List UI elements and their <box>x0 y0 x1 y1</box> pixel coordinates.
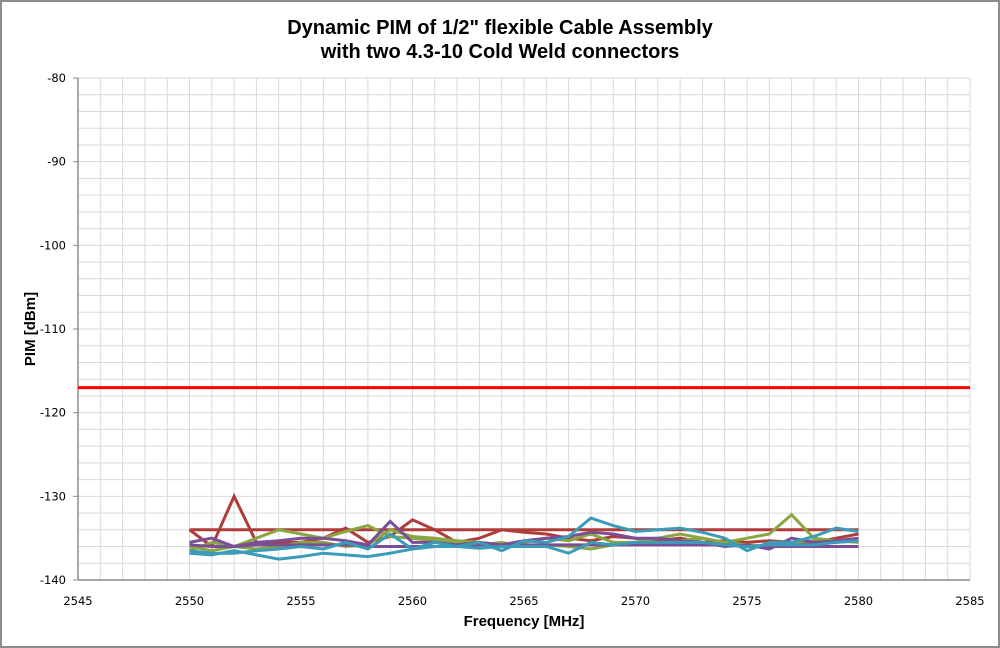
x-tick-label: 2545 <box>63 594 92 608</box>
x-tick-label: 2570 <box>621 594 650 608</box>
x-tick-label: 2560 <box>398 594 427 608</box>
y-tick-label: -110 <box>40 322 66 336</box>
chart-title-block: Dynamic PIM of 1/2" flexible Cable Assem… <box>0 16 1000 64</box>
series-group <box>188 492 859 561</box>
chart-title: Dynamic PIM of 1/2" flexible Cable Assem… <box>287 17 713 39</box>
x-tick-label: 2580 <box>844 594 873 608</box>
y-tick-label: -80 <box>47 71 66 85</box>
tick-labels: -80 -90 -100 -110 -120 -130 -140 2545 2550 2555 25… <box>40 71 985 608</box>
series-line-series-7 <box>189 539 859 561</box>
x-tick-label: 2550 <box>175 594 204 608</box>
series-line-series-8 <box>189 516 859 555</box>
x-tick-label: 2565 <box>509 594 538 608</box>
chart-subtitle: with two 4.3-10 Cold Weld connectors <box>320 41 680 63</box>
y-tick-label: -140 <box>40 573 66 587</box>
y-tick-label: -90 <box>47 155 66 169</box>
x-tick-label: 2555 <box>286 594 315 608</box>
y-tick-label: -100 <box>40 238 66 252</box>
axes <box>73 77 970 581</box>
y-tick-label: -120 <box>40 406 66 420</box>
x-tick-label: 2585 <box>955 594 984 608</box>
y-tick-label: -130 <box>40 489 66 503</box>
grid <box>78 77 971 580</box>
x-tick-label: 2575 <box>732 594 761 608</box>
y-axis-label: PIM [dBm] <box>22 292 39 366</box>
x-axis-label: Frequency [MHz] <box>464 613 585 630</box>
